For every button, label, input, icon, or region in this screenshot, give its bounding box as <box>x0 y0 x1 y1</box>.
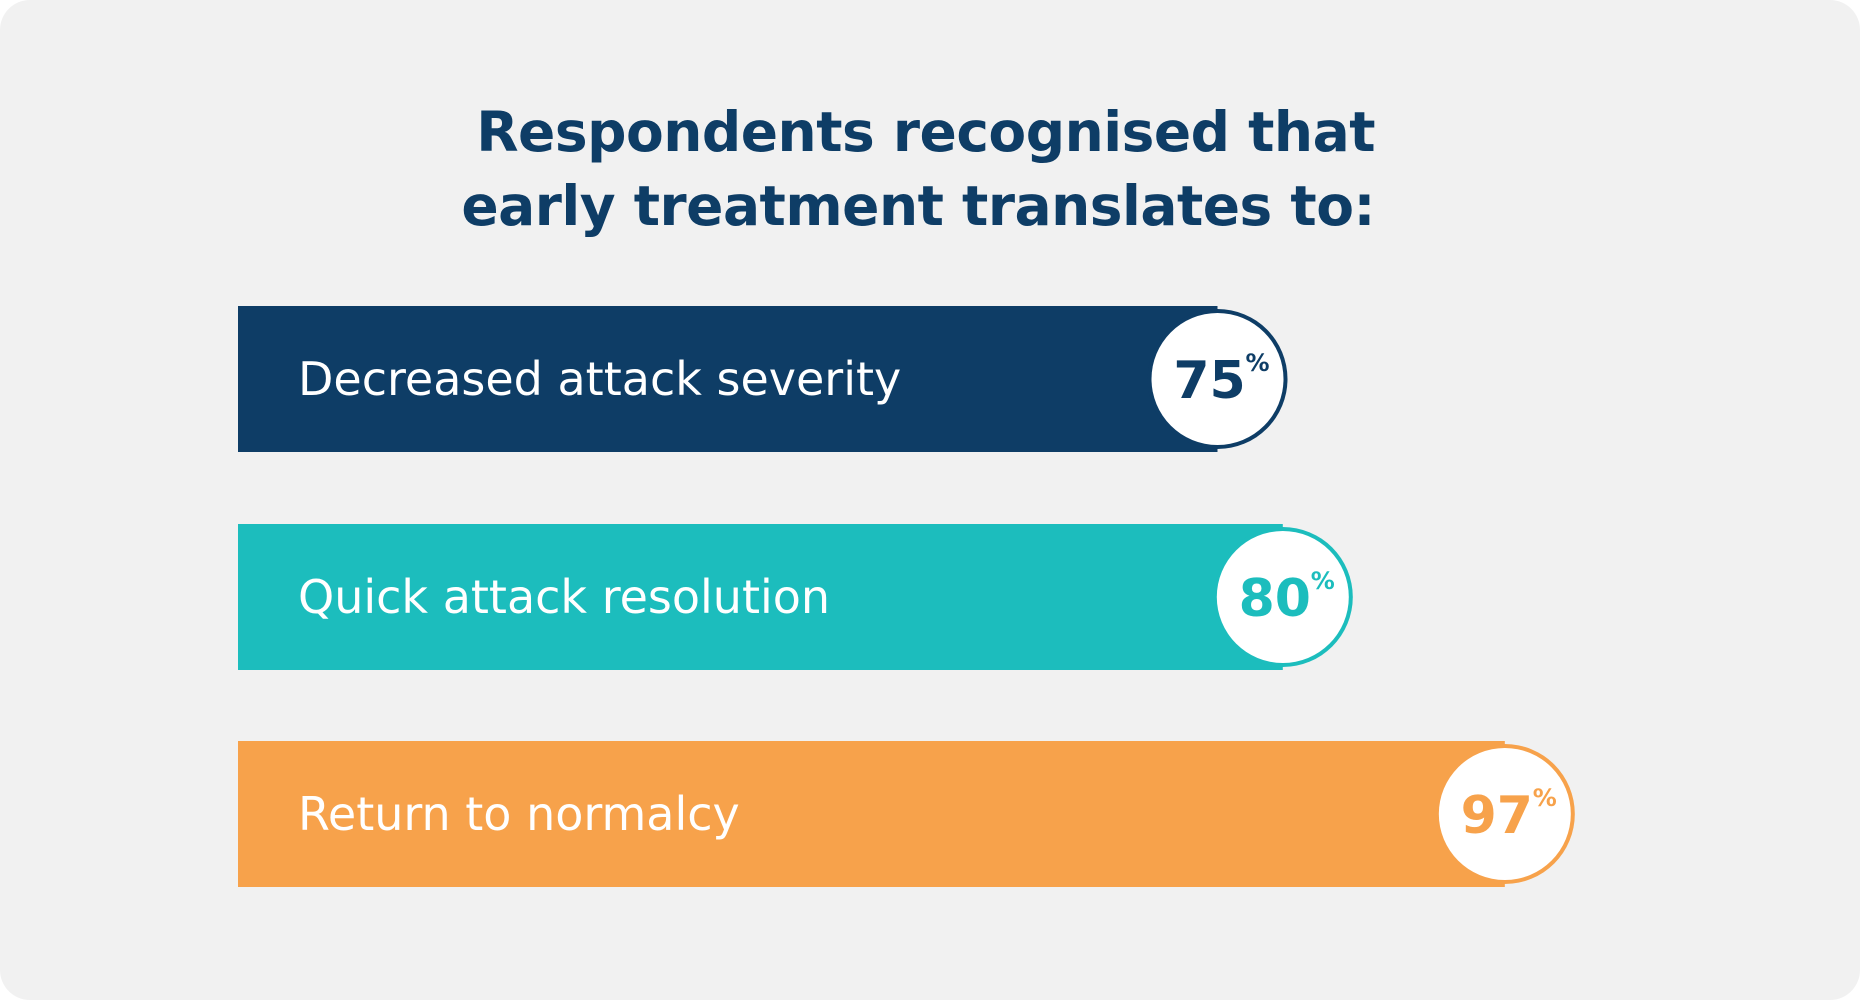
value-unit-label: % <box>1311 567 1335 595</box>
bar-group: Decreased attack severity 75% <box>238 306 1288 452</box>
bar-label: Quick attack resolution <box>298 570 830 624</box>
value-unit-label: % <box>1245 349 1269 377</box>
bar-group: Return to normalcy 97% <box>238 741 1575 887</box>
value-badge <box>1151 313 1284 445</box>
bar-label: Decreased attack severity <box>298 352 901 406</box>
bar <box>238 306 1218 452</box>
value-unit-label: % <box>1533 784 1557 812</box>
chart-title-line-1: Respondents recognised that <box>476 100 1375 164</box>
value-badge <box>1216 531 1349 663</box>
chart-title-line-2: early treatment translates to: <box>461 174 1375 238</box>
value-badge <box>1438 748 1571 880</box>
bar <box>238 741 1505 887</box>
value-label: 75 <box>1173 351 1245 411</box>
bar-label: Return to normalcy <box>298 787 740 841</box>
value-label: 97 <box>1461 786 1533 846</box>
bar-group: Quick attack resolution 80% <box>238 524 1353 670</box>
bar <box>238 524 1283 670</box>
value-label: 80 <box>1239 569 1311 629</box>
chart-title: Respondents recognised that early treatm… <box>0 95 1375 243</box>
